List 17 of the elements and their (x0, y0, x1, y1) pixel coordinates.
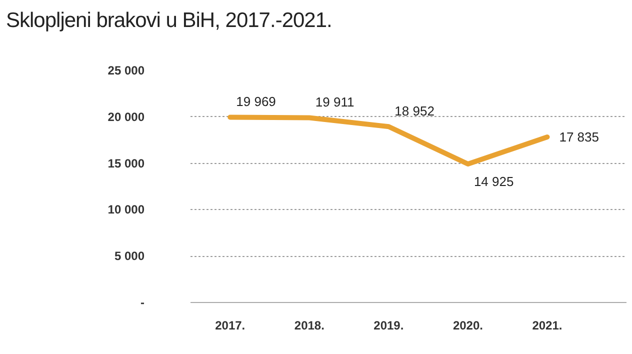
y-tick-label: 25 000 (108, 64, 145, 78)
data-label: 17 835 (559, 129, 599, 144)
x-tick-label: 2018. (294, 318, 324, 332)
y-tick-label: 10 000 (108, 202, 145, 217)
chart-title: Sklopljeni brakovi u BiH, 2017.-2021. (6, 8, 332, 34)
x-tick-label: 2021. (532, 318, 562, 332)
data-label: 18 952 (394, 104, 434, 119)
y-tick-label: 20 000 (108, 110, 145, 124)
y-tick-label: 5 000 (114, 249, 145, 264)
x-tick-label: 2017. (215, 318, 246, 332)
x-tick-label: 2020. (452, 318, 483, 332)
data-label: 19 911 (315, 94, 354, 110)
x-tick-label: 2019. (374, 318, 404, 332)
y-tick-label: - (140, 296, 145, 310)
data-label: 14 925 (474, 174, 514, 189)
y-tick-label: 15 000 (108, 156, 145, 170)
data-label: 19 969 (236, 94, 276, 110)
